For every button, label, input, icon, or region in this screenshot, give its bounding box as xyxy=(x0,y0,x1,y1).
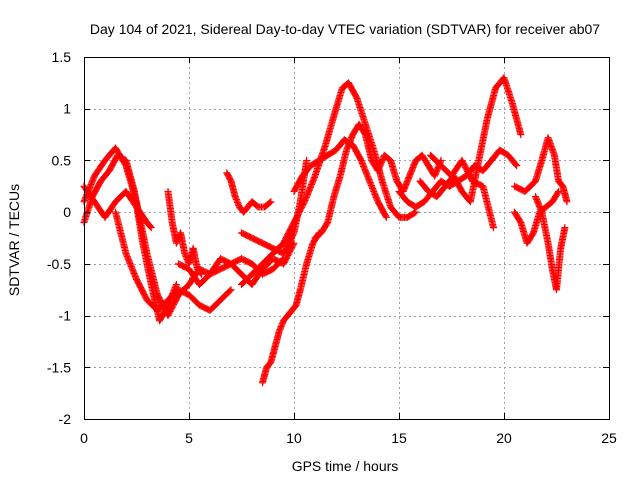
data-point xyxy=(172,281,180,289)
series-arc-d xyxy=(112,208,235,314)
data-point xyxy=(290,239,298,247)
data-point xyxy=(411,209,419,217)
data-point xyxy=(382,213,390,221)
series-arc-c xyxy=(80,182,155,232)
y-axis-label: SDTVAR / TECUs xyxy=(6,184,22,296)
data-point xyxy=(198,270,206,278)
data-point xyxy=(382,212,390,220)
y-tick-label: -0.5 xyxy=(47,256,71,272)
y-tick-label: -1 xyxy=(59,308,72,324)
data-point xyxy=(147,224,155,232)
x-tick-label: 10 xyxy=(286,430,302,446)
x-tick-label: 15 xyxy=(391,430,407,446)
data-point xyxy=(227,286,235,294)
x-tick-labels: 0 5 10 15 20 25 xyxy=(80,430,617,446)
data-points xyxy=(80,74,571,387)
data-point xyxy=(554,189,562,197)
series-arc-r xyxy=(532,193,569,294)
y-tick-label: -1.5 xyxy=(47,359,71,375)
y-tick-label: -2 xyxy=(59,411,72,427)
data-point xyxy=(278,256,286,264)
series-arc-j xyxy=(238,79,420,289)
data-point xyxy=(513,162,521,170)
data-point xyxy=(266,199,274,207)
plot-frame xyxy=(84,57,610,420)
x-tick-label: 0 xyxy=(80,430,88,446)
series-arc-l xyxy=(311,120,445,242)
data-point xyxy=(146,223,154,231)
series-arc-p xyxy=(511,134,571,206)
grid-lines xyxy=(84,57,609,419)
series-arc-o xyxy=(427,151,497,232)
y-tick-label: 1.5 xyxy=(52,49,72,65)
data-point xyxy=(490,224,497,232)
x-tick-label: 20 xyxy=(496,430,512,446)
y-tick-label: 0 xyxy=(63,204,71,220)
data-point xyxy=(563,198,571,206)
chart-title: Day 104 of 2021, Sidereal Day-to-day VTE… xyxy=(90,21,600,37)
data-point xyxy=(289,241,297,249)
series-arc-n xyxy=(416,74,525,206)
series-arc-q xyxy=(511,187,563,247)
data-point xyxy=(555,187,563,195)
data-point xyxy=(512,160,520,168)
axis-ticks xyxy=(84,57,610,420)
y-tick-labels: -2 -1.5 -1 -0.5 0 0.5 1 1.5 xyxy=(47,49,71,427)
data-point xyxy=(267,198,275,206)
series-arc-f xyxy=(175,255,287,289)
data-point xyxy=(197,269,205,277)
x-tick-label: 25 xyxy=(601,430,617,446)
x-tick-label: 5 xyxy=(185,430,193,446)
y-tick-label: 1 xyxy=(63,101,71,117)
series-arc-g xyxy=(223,169,275,216)
data-point xyxy=(561,224,569,232)
data-point xyxy=(226,287,234,295)
series-arc-e xyxy=(164,187,206,278)
y-tick-label: 0.5 xyxy=(52,152,72,168)
x-axis-label: GPS time / hours xyxy=(292,458,399,474)
data-point xyxy=(303,156,311,164)
data-point xyxy=(517,131,525,139)
